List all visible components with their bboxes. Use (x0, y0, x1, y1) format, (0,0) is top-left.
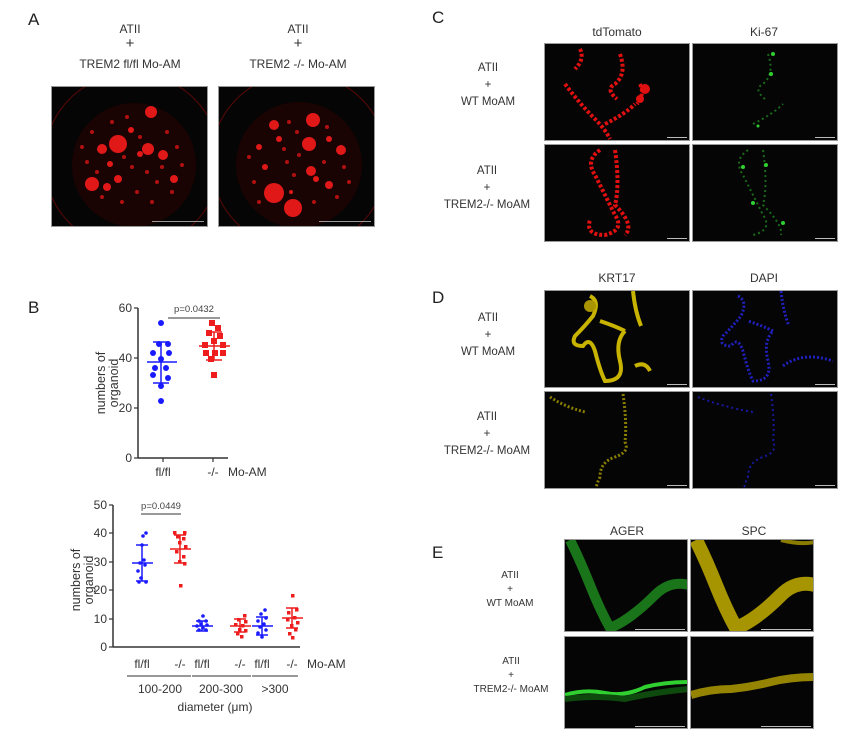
y-axis-label-line2: organoid (107, 359, 121, 408)
y-tick: 60 (119, 301, 133, 315)
x-tick-label: -/- (174, 657, 185, 671)
row-label-wt: ATII + WT MoAM (455, 568, 565, 611)
plus-sign: + (125, 35, 135, 52)
image-ki67-ko (692, 144, 838, 242)
plus-sign: + (483, 428, 491, 440)
image-tdtomato-ko (544, 144, 690, 242)
panel-letter-a: A (28, 10, 40, 29)
x-axis-label: diameter (μm) (178, 700, 253, 714)
condition-line: ATII (477, 62, 499, 74)
condition-line: ATII (119, 22, 141, 36)
image-ager-wt (564, 539, 688, 632)
x-tick-label: -/- (286, 657, 297, 671)
p-value-annotation: p=0.0449 (141, 501, 181, 512)
y-tick: 20 (94, 583, 108, 597)
plus-sign: + (484, 79, 492, 91)
y-tick: 40 (119, 351, 133, 365)
x-tick-label: fl/fl (254, 657, 269, 671)
panel-letter-b: B (28, 298, 40, 317)
plus-sign: + (507, 584, 513, 595)
y-tick: 50 (94, 498, 108, 512)
y-tick: 0 (100, 640, 107, 654)
y-tick: 40 (94, 526, 108, 540)
condition-line: WT MoAM (486, 598, 534, 609)
panel-letter-e: E (432, 543, 444, 562)
image-spc-ko (690, 636, 814, 729)
condition-line: TREM2-/- MoAM (443, 445, 531, 457)
image-krt17-wt (544, 290, 690, 388)
image-ki67-wt (692, 43, 838, 141)
plus-sign: + (293, 35, 303, 52)
x-tick-label: -/- (234, 657, 245, 671)
organoid-image-flfl (51, 86, 208, 227)
channel-label-ager: AGER (609, 524, 644, 538)
chart-organoids-by-diameter: 50 40 30 20 10 0 numbers of organoid p=0… (69, 498, 346, 714)
row-label-ko: ATII + TREM2-/- MoAM (430, 409, 544, 460)
condition-line: WT MoAM (460, 346, 516, 358)
condition-line: WT MoAM (460, 96, 516, 108)
plus-sign: + (508, 670, 514, 681)
panel-letter-c: C (432, 8, 445, 27)
y-tick: 0 (125, 451, 132, 465)
condition-line: TREM2-/- MoAM (473, 684, 549, 695)
image-dapi-ko (692, 391, 838, 489)
condition-line: ATII (476, 411, 498, 423)
y-tick: 30 (94, 555, 108, 569)
row-label-wt: ATII + WT MoAM (432, 310, 544, 361)
condition-line: ATII (501, 570, 519, 581)
plus-sign: + (483, 182, 491, 194)
organoid-image-ko (218, 86, 375, 227)
y-tick: 20 (119, 401, 133, 415)
group-suffix: Mo-AM (228, 465, 267, 479)
channel-label-krt17: KRT17 (598, 271, 636, 285)
row-label-wt: ATII + WT MoAM (432, 60, 544, 111)
condition-line: TREM2 fl/fl Mo-AM (79, 57, 181, 71)
row-label-ko: ATII + TREM2-/- MoAM (430, 163, 544, 214)
channel-label-tdtomato: tdTomato (592, 25, 642, 39)
channel-label-spc: SPC (741, 524, 767, 538)
condition-line: ATII (476, 165, 498, 177)
diameter-group-label: 200-300 (199, 682, 243, 696)
y-axis-label-line2: organoid (82, 556, 96, 605)
diameter-group-label: >300 (261, 682, 288, 696)
p-value-annotation: p=0.0432 (174, 304, 214, 315)
y-tick: 10 (94, 612, 108, 626)
y-axis-label-line1: numbers of (69, 548, 83, 611)
chart-total-organoids: 60 40 20 0 numbers of organoid p=0.0432 … (94, 301, 267, 479)
group-suffix: Mo-AM (307, 657, 346, 671)
image-tdtomato-wt (544, 43, 690, 141)
condition-line: ATII (477, 312, 499, 324)
channel-label-dapi: DAPI (749, 271, 778, 285)
x-tick-label: fl/fl (155, 465, 170, 479)
condition-line: TREM2-/- MoAM (443, 199, 531, 211)
image-dapi-wt (692, 290, 838, 388)
panel-a-col1-header: ATII + TREM2 fl/fl Mo-AM (40, 22, 220, 71)
row-label-ko: ATII + TREM2-/- MoAM (455, 654, 567, 697)
condition-line: TREM2 -/- Mo-AM (249, 57, 347, 71)
panel-a-col2-header: ATII + TREM2 -/- Mo-AM (208, 22, 388, 71)
image-krt17-ko (544, 391, 690, 489)
panel-letter-d: D (432, 288, 445, 307)
x-tick-label: fl/fl (194, 657, 209, 671)
diameter-group-label: 100-200 (138, 682, 182, 696)
condition-line: ATII (287, 22, 309, 36)
condition-line: ATII (502, 656, 520, 667)
image-ager-ko (564, 636, 688, 729)
plus-sign: + (484, 329, 492, 341)
x-tick-label: -/- (207, 465, 218, 479)
image-spc-wt (690, 539, 814, 632)
y-axis-label-line1: numbers of (94, 351, 108, 414)
organoid-well-graphic (219, 87, 374, 226)
channel-label-ki67: Ki-67 (749, 25, 778, 39)
organoid-well-graphic (52, 87, 207, 226)
x-tick-label: fl/fl (134, 657, 149, 671)
